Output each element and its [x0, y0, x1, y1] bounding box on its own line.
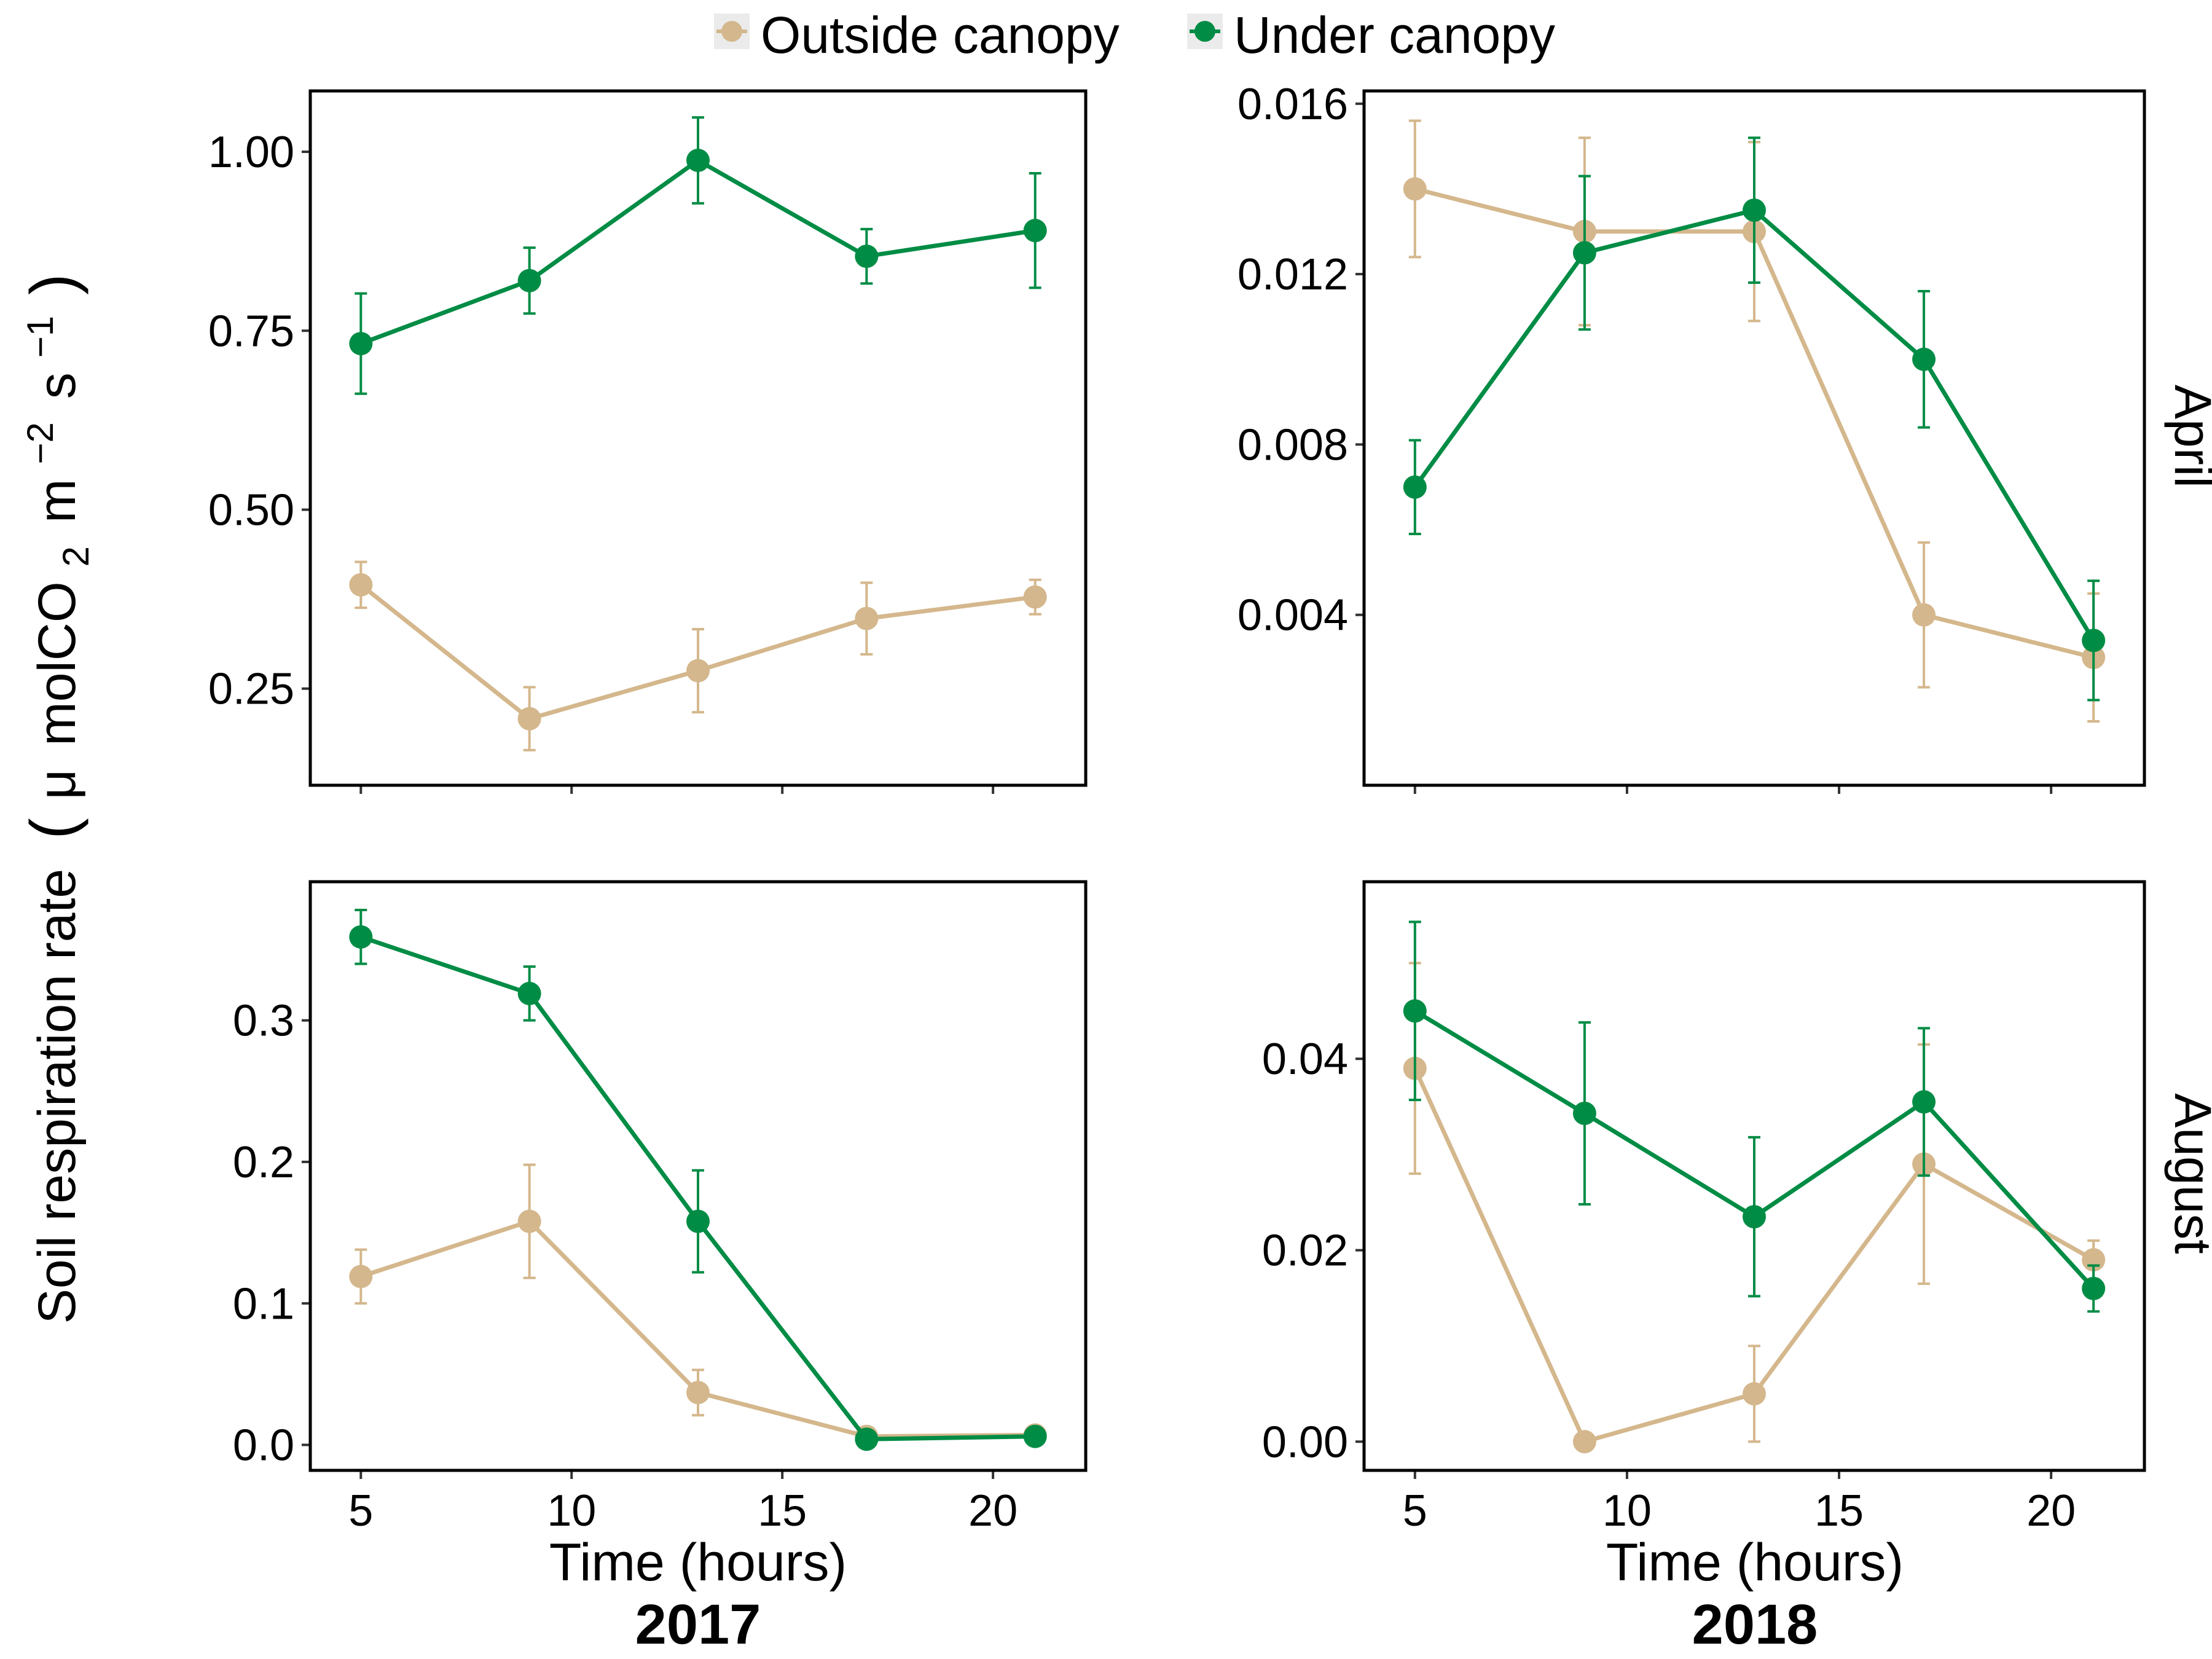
y-axis-title-m: m [28, 479, 87, 523]
data-point-outside [686, 659, 710, 683]
data-point-under [1912, 347, 1936, 371]
panel-2018-august: 0.00 0.02 0.04 5 10 15 20 [1262, 880, 2146, 1535]
legend-item-under: Under canopy [1187, 6, 1555, 64]
x-tick-label: 5 [348, 1486, 373, 1535]
data-point-under [1403, 999, 1427, 1023]
data-point-outside [517, 1209, 541, 1233]
y-axis-title-main: Soil respiration rate [28, 869, 87, 1324]
x-tick-label: 5 [1403, 1486, 1427, 1535]
panel-2017-april: 0.25 0.50 0.75 1.00 [208, 89, 1088, 794]
y-axis-title: Soil respiration rate ( μ molCO 2 m −2 s… [6, 273, 100, 1324]
panel-border [308, 89, 1088, 787]
panel-border [1362, 880, 2146, 1472]
data-point-under [1403, 475, 1427, 499]
panel-2017-august: 0.0 0.1 0.2 0.3 5 10 15 20 [233, 880, 1088, 1535]
y-axis-title-mol: molCO [28, 581, 87, 746]
data-point-outside [1572, 1430, 1596, 1454]
y-axis-title-mu: μ [28, 769, 87, 800]
y-tick-label: 0.02 [1262, 1226, 1348, 1276]
y-axis-title-s: s [28, 372, 87, 399]
y-tick-label: 0.2 [233, 1138, 294, 1187]
y-tick-label: 0.50 [208, 485, 294, 535]
data-point-under [1743, 198, 1766, 222]
legend-key-outside-point [721, 21, 742, 42]
data-point-outside [349, 573, 373, 597]
data-point-under [2082, 1277, 2106, 1301]
legend-key-under-point [1194, 21, 1215, 42]
data-point-under [1743, 1205, 1766, 1229]
data-point-outside [686, 1381, 710, 1405]
column-label-2017: 2017 [635, 1593, 761, 1656]
data-point-under [686, 149, 710, 172]
row-label-april: April [2164, 385, 2212, 488]
legend-label-outside: Outside canopy [761, 6, 1120, 64]
data-point-under [1023, 219, 1047, 243]
legend-item-outside: Outside canopy [714, 6, 1120, 64]
data-point-outside [517, 707, 541, 731]
data-point-outside [855, 606, 879, 630]
x-tick-label: 15 [758, 1486, 807, 1535]
data-point-outside [1743, 1382, 1766, 1406]
data-point-under [686, 1209, 710, 1233]
data-point-outside [1023, 585, 1047, 609]
y-tick-label: 0.0 [233, 1421, 294, 1470]
x-axis-title-2018: Time (hours) [1606, 1533, 1904, 1592]
y-tick-label: 0.004 [1237, 591, 1348, 640]
data-point-under [349, 925, 373, 949]
data-point-under [2082, 629, 2106, 653]
data-point-under [855, 1427, 879, 1451]
y-tick-label: 0.1 [233, 1279, 294, 1328]
y-tick-label: 0.25 [208, 665, 294, 714]
y-axis-title-sup-s: −1 [20, 316, 61, 358]
data-point-under [517, 269, 541, 292]
y-tick-label: 0.04 [1262, 1035, 1348, 1084]
legend-label-under: Under canopy [1234, 6, 1555, 64]
y-axis-title-close-paren: ) [18, 273, 89, 295]
data-point-under [855, 245, 879, 269]
data-point-outside [1912, 603, 1936, 627]
data-point-under [1572, 241, 1596, 265]
x-tick-label: 10 [1602, 1486, 1652, 1535]
y-axis-title-sub2: 2 [55, 546, 96, 567]
y-tick-label: 1.00 [208, 128, 294, 177]
data-point-under [1572, 1101, 1596, 1125]
panel-border [308, 880, 1088, 1472]
y-tick-label: 0.00 [1262, 1418, 1348, 1467]
y-tick-label: 0.3 [233, 997, 294, 1046]
data-point-under [1912, 1090, 1936, 1114]
y-tick-label: 0.012 [1237, 250, 1348, 299]
panel-2018-april: 0.004 0.008 0.012 0.016 [1237, 80, 2146, 794]
x-tick-label: 10 [547, 1486, 596, 1535]
y-axis-title-sup-m: −2 [20, 422, 61, 464]
x-tick-label: 20 [968, 1486, 1018, 1535]
y-axis-title-open-paren: ( [18, 818, 89, 839]
data-point-under [517, 981, 541, 1005]
data-point-outside [1403, 177, 1427, 201]
panel-border [1362, 89, 2146, 787]
x-tick-label: 20 [2026, 1486, 2076, 1535]
x-axis-title-2017: Time (hours) [549, 1533, 847, 1592]
y-tick-label: 0.016 [1237, 80, 1348, 129]
y-tick-label: 0.008 [1237, 420, 1348, 469]
data-point-under [349, 332, 373, 356]
row-label-august: August [2164, 1093, 2212, 1254]
data-point-under [1023, 1424, 1047, 1448]
x-tick-label: 15 [1814, 1486, 1864, 1535]
data-point-outside [349, 1265, 373, 1288]
y-tick-label: 0.75 [208, 307, 294, 356]
column-label-2018: 2018 [1692, 1593, 1818, 1656]
legend: Outside canopy Under canopy [714, 6, 1555, 64]
